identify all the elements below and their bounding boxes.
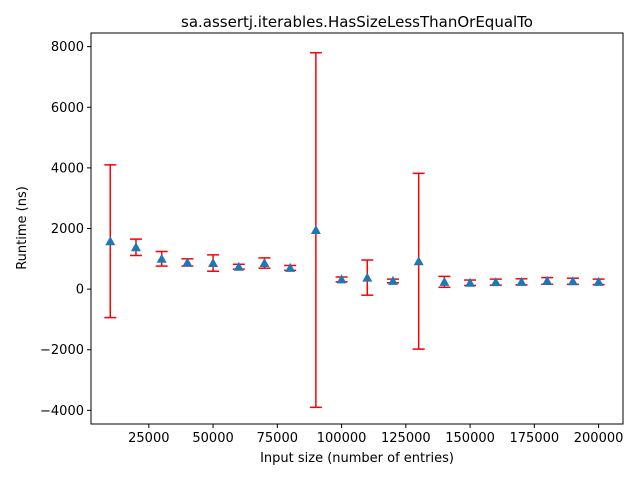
data-point [464, 277, 477, 287]
triangle-marker [490, 277, 501, 287]
data-point [207, 254, 220, 272]
data-point [181, 257, 194, 267]
data-point [104, 164, 117, 319]
y-axis-label: Runtime (ns) [15, 186, 30, 270]
triangle-marker [542, 275, 553, 285]
triangle-marker [156, 253, 167, 263]
triangle-marker [310, 225, 321, 235]
data-point [592, 276, 605, 286]
triangle-marker [233, 261, 244, 271]
data-point [155, 250, 168, 267]
triangle-marker [387, 275, 398, 285]
x-tick-label: 100000 [317, 431, 367, 446]
y-tick-label: 8000 [51, 40, 84, 55]
data-point [515, 276, 528, 286]
data-point [386, 275, 399, 285]
axes-frame [90, 32, 624, 425]
x-tick-label: 125000 [381, 431, 431, 446]
y-axis: −4000 −2000 0 2000 4000 6000 8000 [40, 40, 91, 419]
data-point [361, 259, 374, 296]
y-tick-label: 6000 [51, 101, 84, 116]
data-point [489, 277, 502, 287]
y-tick-label: −2000 [40, 343, 84, 358]
x-axis: 25000 50000 75000 100000 125000 150000 175000 2… [128, 424, 623, 446]
y-tick-label: −4000 [40, 404, 84, 419]
data-point [438, 275, 451, 289]
data-point [232, 261, 245, 271]
y-tick-label: 0 [76, 283, 84, 298]
data-point [541, 275, 554, 286]
triangle-marker [259, 258, 270, 268]
triangle-marker [413, 256, 424, 266]
triangle-marker [465, 277, 476, 287]
data-point [566, 276, 579, 286]
triangle-marker [567, 276, 578, 286]
x-tick-label: 175000 [510, 431, 560, 446]
data-point [335, 274, 348, 284]
triangle-marker [208, 258, 219, 268]
x-tick-label: 75000 [257, 431, 298, 446]
triangle-marker [105, 236, 116, 246]
x-tick-label: 150000 [445, 431, 495, 446]
y-tick-label: 4000 [51, 161, 84, 176]
triangle-marker [336, 274, 347, 284]
x-axis-label: Input size (number of entries) [260, 451, 454, 466]
data-point [258, 257, 271, 269]
triangle-marker [130, 242, 141, 252]
plot-area [104, 51, 605, 409]
triangle-marker [439, 276, 450, 286]
y-tick-label: 2000 [51, 222, 84, 237]
triangle-marker [516, 276, 527, 286]
triangle-marker [362, 272, 373, 282]
x-tick-label: 25000 [128, 431, 169, 446]
data-point [284, 262, 297, 272]
x-tick-label: 200000 [574, 431, 624, 446]
data-point [129, 238, 142, 257]
triangle-marker [182, 257, 193, 267]
chart-title: sa.assertj.iterables.HasSizeLessThanOrEq… [181, 13, 533, 31]
data-point [309, 51, 322, 409]
triangle-marker [285, 262, 296, 272]
data-point [412, 172, 425, 350]
x-tick-label: 50000 [192, 431, 233, 446]
triangle-marker [593, 276, 604, 286]
